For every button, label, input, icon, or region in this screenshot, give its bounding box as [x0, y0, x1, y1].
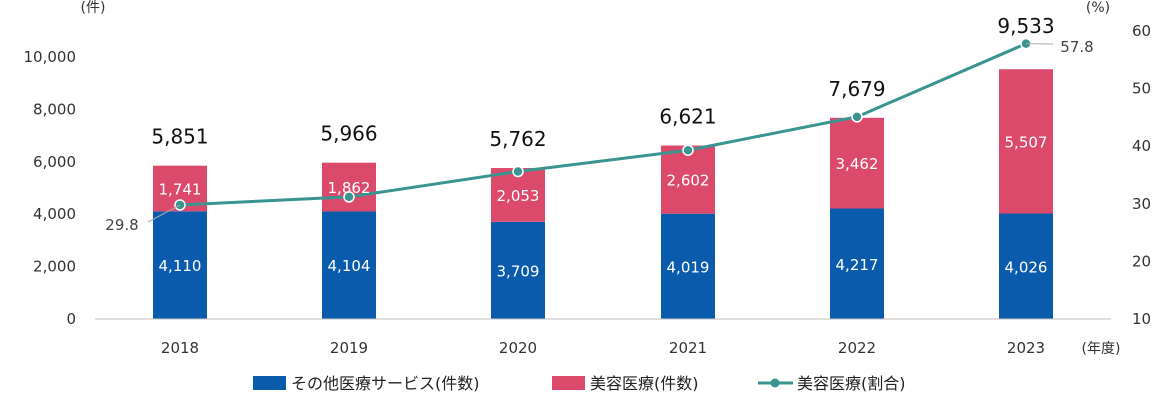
legend-swatch-cosmetic	[552, 376, 585, 390]
right-axis-tick: 50	[1132, 80, 1151, 98]
x-axis-tick: 2022	[838, 339, 876, 357]
bar-label-cosmetic: 2,602	[667, 172, 710, 190]
legend: その他医療サービス(件数) 美容医療(件数) 美容医療(割合)	[253, 374, 906, 393]
first-pct-label: 29.8	[105, 216, 138, 234]
bars	[153, 69, 1053, 319]
left-axis-tick: 8,000	[33, 100, 76, 118]
right-axis-tick: 30	[1132, 195, 1151, 213]
x-axis-tick: 2021	[669, 339, 707, 357]
bar-label-other-medical: 4,217	[836, 256, 879, 274]
ratio-point	[343, 191, 355, 203]
bar-cosmetic	[661, 145, 715, 214]
left-axis: (件) 0 2,000 4,000 6,000 8,000 10,000	[24, 0, 106, 328]
legend-swatch-other-medical	[253, 376, 286, 390]
first-pct-leader	[147, 204, 181, 223]
bar-other-medical	[999, 213, 1053, 319]
bar-other-medical	[322, 211, 376, 319]
right-axis-tick: 20	[1132, 252, 1151, 270]
ratio-line-path	[179, 42, 1027, 207]
legend-label-other-medical: その他医療サービス(件数)	[291, 374, 480, 393]
legend-label-ratio: 美容医療(割合)	[797, 374, 906, 393]
total-label: 6,621	[659, 105, 716, 129]
bar-label-cosmetic: 5,507	[1005, 133, 1048, 151]
total-label: 5,851	[151, 125, 208, 149]
left-axis-tick: 2,000	[33, 258, 76, 276]
x-axis-tick: 2018	[161, 339, 199, 357]
left-axis-unit: (件)	[81, 0, 106, 16]
total-label: 7,679	[828, 77, 885, 101]
ratio-point	[851, 111, 863, 123]
right-axis-tick: 40	[1132, 137, 1151, 155]
last-pct-label: 57.8	[1060, 38, 1093, 56]
right-axis-tick: 10	[1132, 310, 1151, 328]
total-label: 5,762	[489, 127, 546, 151]
legend-marker-ratio	[770, 378, 780, 388]
bar-other-medical	[830, 208, 884, 319]
right-axis-tick: 60	[1132, 22, 1151, 40]
bar-other-medical	[153, 211, 207, 319]
bar-label-other-medical: 4,104	[328, 257, 371, 275]
bar-label-other-medical: 4,110	[159, 257, 202, 275]
ratio-point	[682, 144, 694, 156]
bar-other-medical	[491, 221, 545, 319]
x-axis-tick: 2020	[499, 339, 537, 357]
left-axis-tick: 10,000	[24, 48, 77, 66]
left-axis-tick: 0	[66, 310, 76, 328]
x-axis-tick: 2019	[330, 339, 368, 357]
bar-label-other-medical: 4,026	[1005, 258, 1048, 276]
right-axis-unit: (%)	[1086, 0, 1110, 16]
left-axis-tick: 6,000	[33, 153, 76, 171]
bar-cosmetic	[830, 117, 884, 209]
x-axis-tick: 2023	[1007, 339, 1045, 357]
x-axis: 2018 2019 2020 2021 2022 2023 (年度)	[95, 318, 1121, 357]
x-axis-unit: (年度)	[1082, 341, 1121, 357]
bar-label-other-medical: 4,019	[667, 258, 710, 276]
bar-cosmetic	[999, 69, 1053, 214]
total-label: 9,533	[997, 14, 1054, 38]
bar-cosmetic	[322, 162, 376, 212]
right-axis: (%) 10 20 30 40 50 60	[1086, 0, 1151, 328]
total-label: 5,966	[320, 122, 377, 146]
ratio-line	[174, 37, 1032, 211]
bar-label-cosmetic: 3,462	[836, 155, 879, 173]
data-labels: 4,110 1,741 4,104 1,862 3,709 2,053 4,019 2,602…	[105, 14, 1093, 280]
bar-other-medical	[661, 213, 715, 319]
ratio-point	[512, 165, 524, 178]
left-axis-tick: 4,000	[33, 205, 76, 223]
bar-label-cosmetic: 2,053	[497, 187, 540, 205]
bar-label-cosmetic: 1,741	[159, 181, 202, 199]
legend-label-cosmetic: 美容医療(件数)	[590, 374, 699, 393]
bar-label-other-medical: 3,709	[497, 262, 540, 280]
bar-label-cosmetic: 1,862	[328, 179, 371, 197]
